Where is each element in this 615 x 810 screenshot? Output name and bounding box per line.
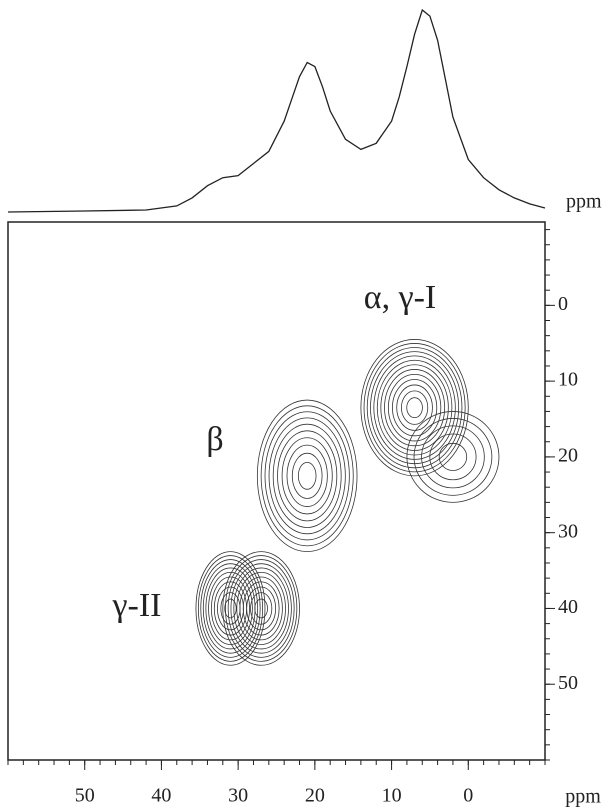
contour-level bbox=[413, 418, 493, 496]
contour-level bbox=[392, 379, 438, 437]
y-axis-label: ppm bbox=[566, 191, 602, 213]
contour-level bbox=[286, 444, 328, 507]
contour-level bbox=[380, 364, 449, 451]
contour-level bbox=[200, 559, 261, 658]
contour-level bbox=[254, 598, 268, 619]
contour-level bbox=[239, 576, 283, 641]
x-tick-label: 30 bbox=[228, 785, 248, 807]
contour-level bbox=[268, 417, 346, 535]
x-axis-label: ppm bbox=[565, 786, 601, 808]
y-tick-label: 0 bbox=[558, 293, 568, 315]
contour-level bbox=[297, 461, 317, 490]
contour-level bbox=[406, 397, 423, 419]
contour-level bbox=[384, 369, 446, 447]
contour-level bbox=[272, 423, 342, 528]
contour-level bbox=[195, 551, 266, 666]
contour-level bbox=[250, 592, 273, 625]
contour-level bbox=[366, 347, 463, 469]
contour-level bbox=[281, 437, 333, 515]
contour-level bbox=[230, 563, 292, 654]
contour-level bbox=[291, 452, 323, 499]
plot-frame bbox=[7, 221, 546, 761]
contour-level bbox=[242, 581, 280, 636]
y-tick-label: 20 bbox=[558, 444, 578, 466]
contour-level bbox=[400, 390, 429, 425]
contour-level bbox=[396, 384, 433, 431]
contour-level bbox=[360, 339, 469, 477]
contour-level bbox=[233, 567, 289, 650]
y-tick-label: 50 bbox=[558, 672, 578, 694]
y-tick-label: 30 bbox=[558, 520, 578, 542]
projection-spectrum bbox=[7, 8, 546, 213]
peak-label: γ-II bbox=[112, 587, 162, 624]
peak-label: β bbox=[206, 421, 223, 458]
x-tick-label: 40 bbox=[151, 785, 171, 807]
contour-level bbox=[225, 555, 298, 662]
contour-level bbox=[277, 430, 338, 522]
contour-level bbox=[363, 343, 466, 473]
peak-label: α, γ-I bbox=[364, 279, 436, 316]
contour-level bbox=[224, 598, 237, 619]
contour-level bbox=[387, 373, 442, 442]
contour-level bbox=[236, 571, 286, 645]
x-tick-label: 50 bbox=[75, 785, 95, 807]
contour-level bbox=[227, 559, 295, 658]
contour-level bbox=[256, 399, 358, 553]
contour-level bbox=[205, 567, 256, 650]
contour-level bbox=[210, 576, 250, 641]
contour-level bbox=[202, 563, 259, 654]
y-tick-label: 10 bbox=[558, 369, 578, 391]
x-tick-label: 0 bbox=[463, 785, 473, 807]
y-tick-label: 40 bbox=[558, 596, 578, 618]
contour-level bbox=[370, 351, 460, 465]
contour-level bbox=[208, 571, 253, 645]
x-tick-label: 20 bbox=[305, 785, 325, 807]
contour-level bbox=[438, 442, 468, 471]
contour-level bbox=[406, 411, 500, 503]
contour-level bbox=[246, 586, 277, 631]
x-tick-label: 10 bbox=[382, 785, 402, 807]
contour-level bbox=[222, 551, 300, 666]
contour-level bbox=[373, 355, 456, 460]
contour-level bbox=[264, 411, 350, 541]
contour-level bbox=[421, 425, 485, 489]
contour-level bbox=[260, 405, 354, 547]
contour-level bbox=[376, 359, 453, 456]
contour-level bbox=[197, 555, 264, 662]
contour-level bbox=[429, 433, 477, 481]
